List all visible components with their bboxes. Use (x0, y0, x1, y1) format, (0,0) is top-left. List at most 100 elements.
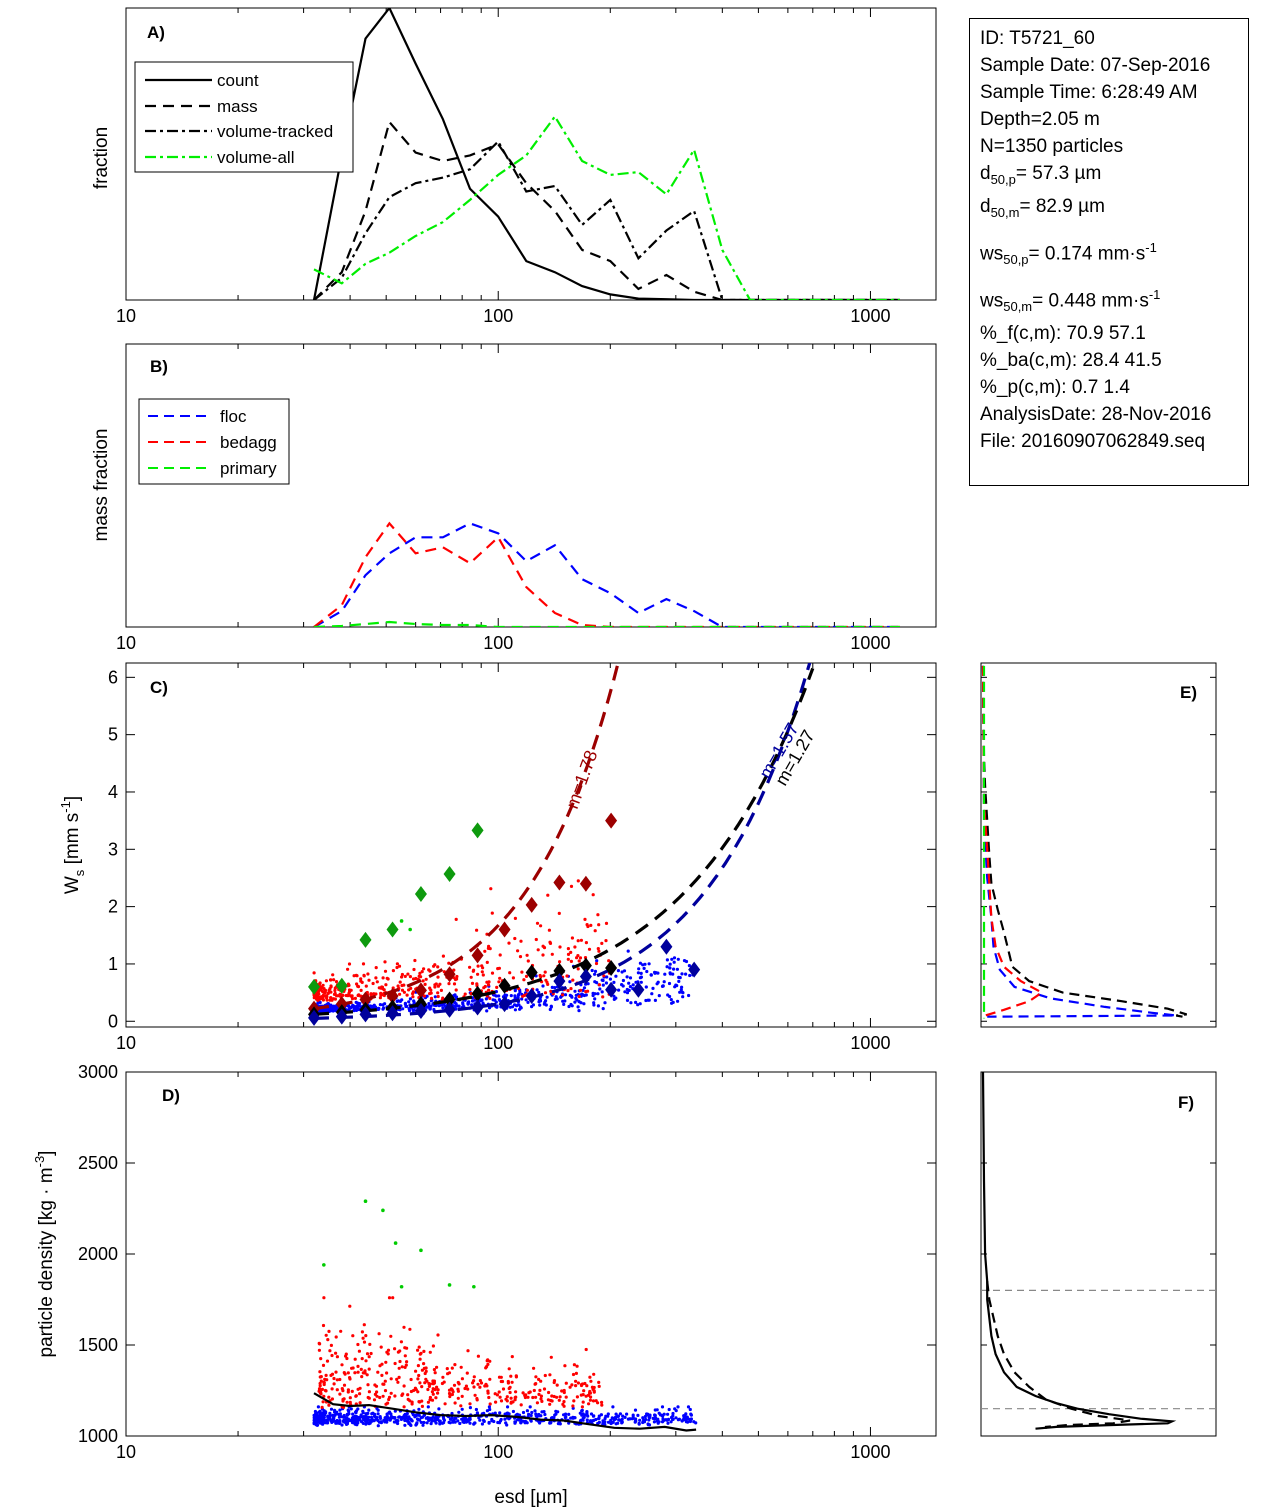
floc-point (677, 979, 681, 984)
bedagg-point (327, 1403, 331, 1407)
y-tick-label: 1000 (78, 1426, 118, 1446)
floc-point (491, 998, 495, 1002)
bedagg-point (486, 1389, 490, 1393)
bedagg-point (422, 967, 426, 971)
bedagg-point (520, 970, 524, 974)
bedagg-point (436, 994, 440, 999)
floc-point (400, 998, 404, 1002)
bedagg-point (417, 1373, 421, 1378)
floc-point (601, 1007, 605, 1011)
y-tick-label: 3000 (78, 1062, 118, 1082)
marker-all (579, 957, 592, 974)
bedagg-point (391, 1296, 395, 1300)
floc-point (646, 998, 650, 1002)
bedagg-point (476, 1382, 480, 1386)
floc-point (678, 990, 682, 994)
floc-point (450, 1411, 454, 1416)
bedagg-point (508, 971, 512, 975)
bedagg-point (381, 1382, 385, 1386)
floc-point (660, 1405, 665, 1409)
floc-point (639, 980, 643, 984)
floc-point (517, 1003, 521, 1007)
bedagg-point (454, 917, 458, 922)
bedagg-point (453, 1401, 457, 1405)
bedagg-point (488, 1377, 492, 1381)
floc-point (425, 1421, 429, 1425)
marker-all (553, 962, 566, 979)
marker-bedagg (335, 996, 348, 1013)
bedagg-point (366, 972, 370, 976)
bedagg-point (400, 975, 404, 979)
bedagg-point (375, 980, 379, 984)
floc-point (538, 1414, 542, 1418)
floc-point (678, 976, 682, 980)
floc-point (592, 1414, 596, 1418)
bedagg-point (587, 947, 592, 951)
floc-point (592, 1003, 596, 1007)
bedagg-point (397, 1366, 401, 1370)
bedagg-point (416, 1348, 420, 1352)
bedagg-point (597, 1384, 601, 1388)
floc-point (525, 1409, 530, 1413)
bedagg-point (383, 960, 387, 964)
series-volume-all (313, 114, 900, 300)
bedagg-point (435, 1365, 439, 1369)
bedagg-point (335, 1378, 339, 1382)
floc-point (538, 1003, 542, 1007)
floc-point (554, 1412, 558, 1416)
bedagg-point (534, 1395, 538, 1399)
floc-point (361, 1409, 365, 1413)
floc-point (427, 1002, 431, 1006)
floc-point (665, 958, 670, 962)
bedagg-point (361, 1336, 365, 1340)
floc-point (452, 1419, 456, 1423)
bedagg-point (426, 1400, 430, 1404)
panel-label-e: E) (1180, 683, 1197, 702)
floc-point (417, 1413, 421, 1417)
floc-point (318, 1000, 322, 1005)
bedagg-point (597, 1380, 601, 1384)
marker-primary (335, 977, 348, 994)
bedagg-point (325, 1359, 330, 1363)
bedagg-point (505, 1399, 509, 1403)
floc-point (654, 1416, 658, 1420)
marker-bedagg (498, 921, 511, 938)
bedagg-point (360, 980, 364, 985)
floc-point (612, 980, 616, 985)
primary-point (363, 1199, 368, 1204)
floc-point (545, 995, 549, 999)
bedagg-point (410, 1402, 414, 1406)
floc-point (681, 995, 685, 999)
bedagg-point (564, 1395, 568, 1399)
bedagg-point (539, 1394, 544, 1398)
floc-point (477, 1416, 481, 1420)
bedagg-point (324, 979, 328, 983)
bedagg-point (365, 1352, 370, 1356)
floc-point (484, 997, 488, 1001)
bedagg-point (457, 1382, 461, 1386)
floc-point (510, 1005, 515, 1009)
bedagg-point (588, 1389, 592, 1394)
bedagg-point (577, 959, 581, 963)
bedagg-point (509, 1401, 513, 1405)
bedagg-point (378, 1395, 382, 1400)
bedagg-point (352, 974, 356, 978)
bedagg-point (403, 974, 407, 979)
bedagg-point (402, 1325, 406, 1329)
bedagg-point (334, 980, 339, 984)
floc-point (530, 1410, 534, 1415)
bedagg-point (389, 1391, 393, 1395)
bedagg-point (350, 995, 354, 999)
floc-point (623, 990, 627, 994)
bedagg-point (318, 1384, 322, 1388)
floc-point (426, 1405, 430, 1409)
bedagg-point (317, 1348, 321, 1352)
floc-point (329, 1003, 333, 1007)
series-volume-tracked (313, 139, 900, 300)
floc-point (412, 999, 416, 1003)
marker-floc (498, 996, 511, 1013)
info-ws50p-base: ws (980, 242, 1004, 264)
marker-all (471, 985, 484, 1002)
bedagg-point (588, 1398, 593, 1402)
bedagg-point (587, 1402, 591, 1406)
